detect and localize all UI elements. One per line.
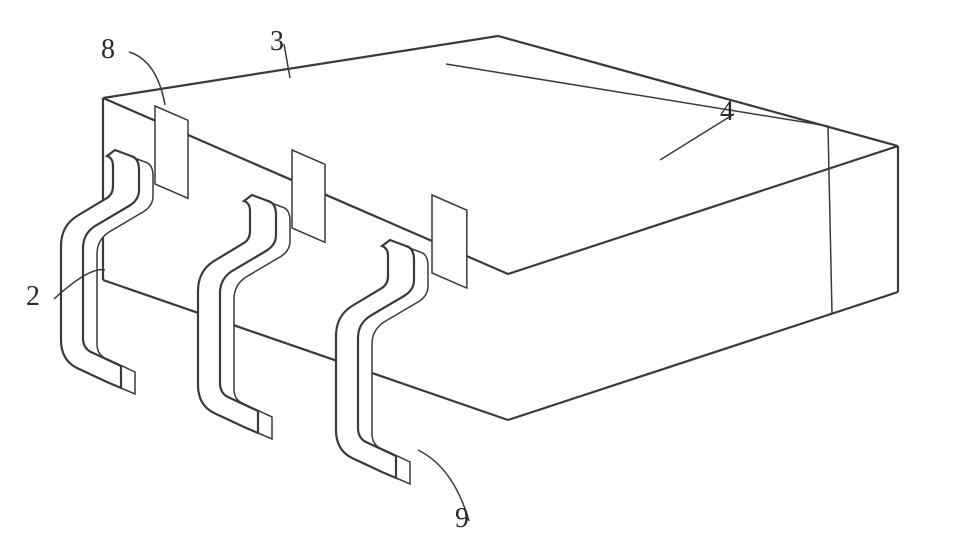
hook-3	[336, 240, 428, 484]
label-text-9: 9	[455, 503, 469, 534]
mounting-plate-2	[292, 150, 325, 242]
leader-3	[284, 44, 290, 78]
hook-2	[198, 195, 290, 439]
block-front-top-edge	[103, 98, 898, 274]
mounting-plate-3	[432, 195, 467, 288]
label-text-4: 4	[720, 96, 734, 127]
label-text-8: 8	[101, 34, 115, 65]
hook-1	[61, 150, 153, 394]
label-4: 4	[660, 96, 734, 160]
hooks	[61, 150, 428, 484]
block-side-partition	[828, 126, 832, 314]
label-9: 9	[418, 450, 469, 534]
label-text-3: 3	[270, 26, 284, 57]
leader-8	[129, 52, 165, 105]
label-text-2: 2	[26, 281, 40, 312]
mounting-plate-1	[155, 106, 188, 198]
